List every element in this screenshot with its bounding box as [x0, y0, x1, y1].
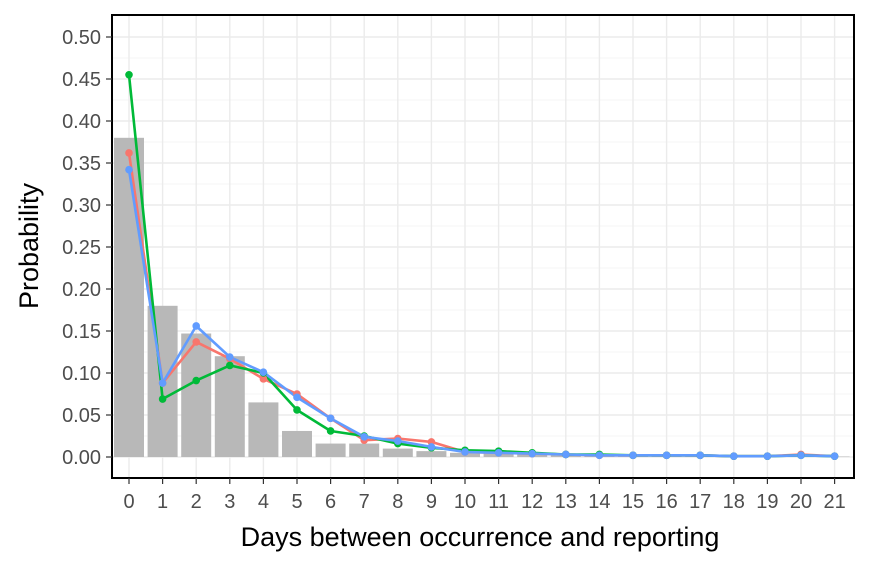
y-tick-label: 0.25 [62, 237, 101, 259]
series-3-point-8 [394, 437, 402, 445]
series-2-point-0 [125, 71, 133, 79]
x-tick-label: 1 [157, 491, 168, 513]
x-tick-label: 11 [488, 491, 509, 513]
x-tick-label: 19 [756, 491, 778, 513]
bar-9 [416, 451, 446, 457]
series-2-point-3 [226, 362, 234, 370]
x-tick-label: 8 [392, 491, 403, 513]
series-3-point-15 [629, 452, 637, 460]
bar-4 [248, 402, 278, 457]
x-tick-label: 3 [224, 491, 235, 513]
series-2-point-2 [192, 377, 200, 385]
y-tick-label: 0.50 [62, 27, 101, 49]
y-axis-ticks: 0.00 0.05 0.10 0.15 0.20 0.25 0.30 0.35 0.40 0.45… [62, 27, 112, 469]
series-1-point-2 [192, 338, 200, 346]
bar-2 [181, 334, 211, 457]
x-tick-label: 2 [191, 491, 202, 513]
y-tick-label: 0.45 [62, 69, 101, 91]
series-3-point-9 [428, 443, 436, 451]
series-3-point-11 [495, 449, 503, 457]
series-3-point-16 [663, 452, 671, 460]
series-3-point-2 [192, 322, 200, 330]
x-tick-label: 13 [555, 491, 577, 513]
series-3-point-7 [360, 433, 368, 441]
bar-6 [316, 444, 346, 457]
y-tick-label: 0.20 [62, 279, 101, 301]
x-tick-label: 16 [655, 491, 677, 513]
series-3-point-19 [764, 452, 772, 460]
x-tick-label: 7 [359, 491, 370, 513]
x-axis-label: Days between occurrence and reporting [241, 522, 720, 552]
series-3-point-21 [831, 452, 839, 460]
series-3-point-17 [696, 452, 704, 460]
series-2-point-1 [159, 395, 167, 403]
series-3-point-4 [260, 368, 268, 376]
y-tick-label: 0.30 [62, 195, 101, 217]
x-tick-label: 12 [521, 491, 543, 513]
x-tick-label: 17 [689, 491, 711, 513]
bar-7 [349, 444, 379, 457]
x-tick-label: 9 [426, 491, 437, 513]
x-tick-label: 4 [258, 491, 269, 513]
series-3-point-12 [528, 450, 536, 458]
x-tick-label: 10 [454, 491, 476, 513]
series-1-point-0 [125, 149, 133, 157]
series-3-point-18 [730, 452, 738, 460]
y-tick-label: 0.15 [62, 321, 101, 343]
x-tick-label: 0 [123, 491, 134, 513]
y-tick-label: 0.35 [62, 153, 101, 175]
series-3-point-5 [293, 394, 301, 402]
x-tick-label: 20 [790, 491, 812, 513]
series-3-point-10 [461, 448, 469, 456]
x-tick-label: 14 [588, 491, 610, 513]
x-tick-label: 15 [622, 491, 644, 513]
y-tick-label: 0.40 [62, 111, 101, 133]
series-3-point-3 [226, 353, 234, 361]
series-3-point-14 [596, 452, 604, 460]
y-tick-label: 0.05 [62, 405, 101, 427]
series-2-point-5 [293, 406, 301, 414]
x-tick-label: 5 [291, 491, 302, 513]
series-3-point-1 [159, 379, 167, 387]
y-tick-label: 0.00 [62, 447, 101, 469]
x-tick-label: 21 [823, 491, 845, 513]
bar-5 [282, 431, 312, 457]
series-3-point-20 [797, 452, 805, 460]
series-2-point-6 [327, 427, 335, 435]
series-3-point-6 [327, 415, 335, 423]
series-3-point-0 [125, 166, 133, 174]
y-axis-label: Probability [14, 182, 44, 309]
series-3-point-13 [562, 451, 570, 459]
x-tick-label: 6 [325, 491, 336, 513]
x-tick-label: 18 [723, 491, 745, 513]
y-tick-label: 0.10 [62, 363, 101, 385]
bar-8 [383, 449, 413, 457]
